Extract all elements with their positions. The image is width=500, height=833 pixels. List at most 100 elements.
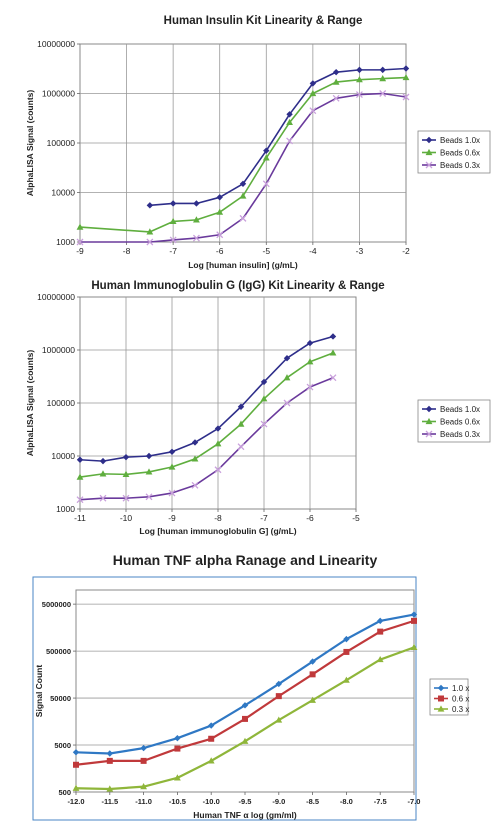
data-point [241,737,249,744]
y-tick-label: 10000000 [37,292,75,302]
x-tick-label: -9 [76,246,84,256]
data-point [379,90,387,97]
data-point [237,420,245,427]
x-tick-label: -7.0 [408,797,421,806]
x-tick-label: -5 [352,513,360,523]
data-point [122,494,130,502]
legend-marker [438,695,444,702]
data-point [410,611,418,618]
series-line [79,352,334,478]
data-point [286,118,293,126]
data-point [332,78,340,85]
data-point [146,202,154,209]
legend-label: 0.6 x [452,695,469,704]
data-point [214,466,222,474]
data-point [286,137,294,145]
data-point [275,716,283,723]
legend-label: 1.0 x [452,684,469,693]
chart-2: Human Immunoglobulin G (IgG) Kit Lineari… [25,280,491,536]
data-point [145,452,153,460]
chart-title: Human Immunoglobulin G (IgG) Kit Lineari… [91,280,384,292]
x-tick-label: -7.5 [374,797,387,806]
x-tick-label: -7 [260,513,268,523]
data-point [402,65,410,72]
data-point [356,66,363,74]
plot-area [75,589,415,793]
data-point [191,439,199,446]
series-line [79,376,334,501]
data-point [169,200,177,207]
legend-marker [437,705,445,712]
data-point [309,80,317,87]
data-point [216,194,223,201]
data-point [329,374,337,382]
legend: Beads 1.0x Beads 0.6x Beads 0.3x [417,130,491,174]
data-point [72,784,80,791]
series-3 [76,374,337,504]
data-point [76,473,84,480]
series-2 [76,349,337,480]
data-point [76,496,84,504]
data-point [329,349,337,356]
data-point [193,216,200,223]
series-line [79,335,334,462]
data-point [239,214,247,222]
data-point [99,470,107,477]
series-1 [146,65,410,209]
data-point [237,403,245,410]
chart-title: Human Insulin Kit Linearity & Range [164,15,363,27]
data-point [106,785,114,792]
series-3 [76,90,410,246]
x-tick-label: -5 [263,246,271,256]
x-tick-label: -2 [402,246,410,256]
x-tick-label: -4 [309,246,317,256]
data-point [237,443,245,451]
y-tick-label: 5000 [54,741,71,750]
data-point [174,734,181,742]
legend-label: Beads 0.6x [440,149,480,158]
data-point [309,696,316,703]
y-tick-label: 10000000 [37,39,75,49]
legend-marker [425,417,433,425]
data-point [377,628,384,635]
legend-marker [425,136,433,144]
y-tick-label: 50000 [50,694,71,703]
y-tick-label: 1000000 [42,89,75,99]
data-point [283,399,291,407]
series-2 [76,73,410,235]
data-point [402,73,410,81]
data-point [140,744,147,752]
y-tick-label: 100000 [47,398,76,408]
legend-label: Beads 1.0x [440,405,480,414]
series-1 [76,333,337,465]
data-point [356,76,363,83]
y-axis-label: AlphaLISA Signal (counts) [25,90,35,197]
x-axis-label: Log [human immunoglobulin G] (g/mL) [139,526,296,536]
y-tick-label: 500000 [46,647,71,656]
data-point [275,693,282,700]
data-point [76,223,84,230]
data-point [309,107,317,115]
data-point [106,757,113,764]
x-axis-label: Log [human insulin] (g/mL) [188,260,298,270]
x-tick-label: -9 [168,513,176,523]
legend-label: Beads 0.3x [440,430,480,439]
data-point [411,617,417,624]
data-point [106,750,113,757]
data-point [306,383,314,391]
data-point [169,217,177,225]
legend-label: Beads 0.3x [440,161,480,170]
chart-title: Human TNF alpha Ranage and Linearity [113,552,378,568]
data-point [239,192,247,199]
data-point [214,440,222,447]
data-point [262,154,270,161]
legend-marker [425,405,433,413]
x-axis-label: Human TNF α log (gm/ml) [193,810,297,820]
x-tick-label: -8.5 [306,797,319,806]
data-point [169,236,177,244]
data-point [216,231,224,239]
data-point [122,470,130,477]
data-point [99,457,107,465]
x-tick-label: -10.5 [169,797,186,806]
